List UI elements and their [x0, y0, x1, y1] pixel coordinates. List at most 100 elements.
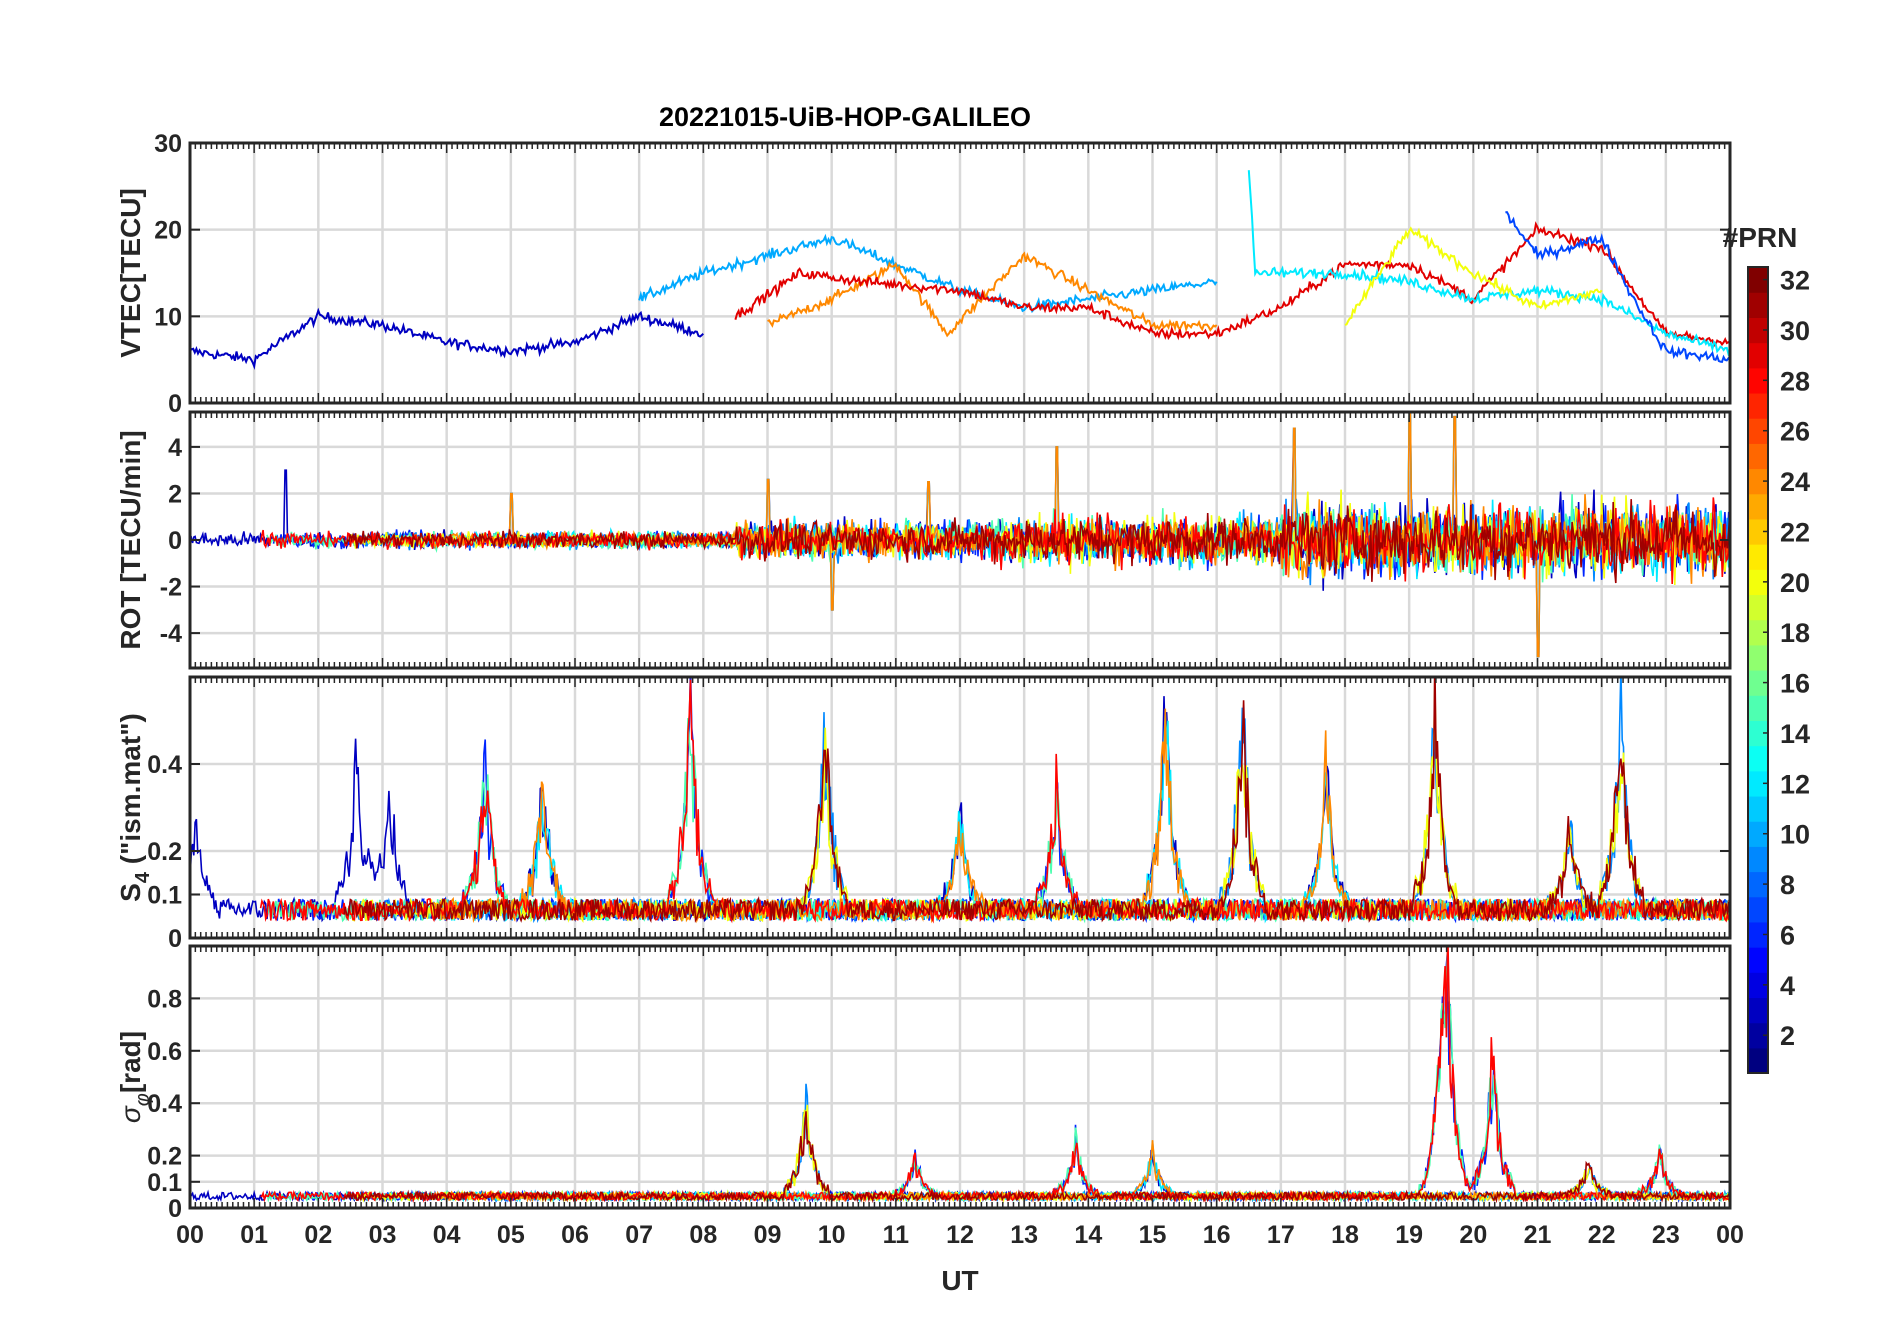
colorbar-segment	[1748, 367, 1768, 394]
y-tick-label: -4	[160, 620, 182, 648]
colorbar-tick-label: 26	[1780, 417, 1810, 447]
panel-3: 00.10.20.4S4 ("ism.mat")	[115, 675, 1732, 953]
colorbar-segment	[1748, 544, 1768, 570]
x-ticks	[189, 946, 1731, 1208]
colorbar-segment	[1748, 468, 1768, 495]
y-tick-label: 0.2	[147, 838, 182, 866]
vtec-series-prn-12	[1247, 170, 1730, 357]
y-tick-label: 0	[168, 925, 182, 953]
y-tick-label: 0	[168, 390, 182, 418]
colorbar-segment	[1748, 518, 1768, 545]
colorbar-segment	[1748, 392, 1768, 419]
colorbar-segment	[1748, 770, 1768, 797]
traces	[190, 412, 1730, 658]
colorbar-segment	[1748, 846, 1768, 873]
x-tick-label: 03	[369, 1221, 397, 1249]
series-prn-28	[259, 679, 1730, 924]
colorbar-segment	[1748, 493, 1768, 520]
colorbar-tick-label: 28	[1780, 366, 1810, 396]
colorbar-tick-label: 10	[1780, 820, 1810, 850]
colorbar-segment	[1748, 745, 1768, 772]
y-tick-label: 4	[168, 434, 182, 462]
colorbar-tick-label: 18	[1780, 618, 1810, 648]
grid	[190, 141, 1730, 405]
panel-2: -4 -2 0 2 4 ROT [TECU/min]	[115, 410, 1732, 670]
series-prn-31	[343, 1111, 1730, 1204]
colorbar-segment	[1748, 644, 1768, 671]
series-prn-15	[266, 946, 1730, 1204]
colorbar-segment	[1748, 695, 1768, 721]
colorbar-segment	[1748, 267, 1768, 293]
colorbar-segment	[1748, 720, 1768, 747]
colorbar-box	[1747, 266, 1769, 1074]
colorbar-segment	[1748, 342, 1768, 369]
x-tick-label: 13	[1010, 1221, 1038, 1249]
y-tick-label: 0.4	[147, 1090, 182, 1118]
colorbar-tick-label: 32	[1780, 266, 1810, 296]
colorbar-tick-label: 4	[1780, 971, 1795, 1001]
traces	[190, 946, 1730, 1204]
y-tick-label: 0.2	[147, 1143, 182, 1171]
series-prn-20	[349, 1104, 1730, 1203]
y-label-main: σ	[115, 1105, 146, 1123]
x-tick-label: 11	[883, 1221, 910, 1249]
x-tick-label: 00	[1716, 1221, 1744, 1249]
colorbar-segment	[1748, 871, 1768, 898]
x-tick-label: 08	[689, 1221, 717, 1249]
traces	[190, 170, 1730, 371]
x-tick-label: 07	[625, 1221, 653, 1249]
vtec-series-prn-7	[1505, 211, 1730, 364]
x-tick-label: 06	[561, 1221, 589, 1249]
y-tick-label: 0.1	[147, 1169, 182, 1197]
colorbar-tick-label: 2	[1780, 1021, 1795, 1051]
y-label-sub: 4	[132, 871, 154, 883]
y-label-rest: [rad]	[115, 1031, 146, 1093]
y-tick-label: 0	[168, 1195, 182, 1223]
figure-title: 20221015-UiB-HOP-GALILEO	[659, 102, 1031, 132]
x-tick-label: 19	[1395, 1221, 1423, 1249]
x-ticks	[189, 143, 1731, 403]
y-tick-label: 20	[154, 217, 182, 245]
x-tick-label: 12	[946, 1221, 974, 1249]
x-tick-label: 17	[1267, 1221, 1295, 1249]
colorbar-segment	[1748, 443, 1768, 470]
vtec-series-prn-24	[767, 251, 1218, 338]
colorbar-tick-label: 16	[1780, 669, 1810, 699]
colorbar-segment	[1748, 921, 1768, 948]
x-tick-label: 14	[1074, 1221, 1102, 1249]
x-tick-label: 05	[497, 1221, 525, 1249]
vtec-series-prn-29	[734, 221, 1730, 348]
series-prn-31	[343, 677, 1730, 924]
x-tick-label: 18	[1331, 1221, 1359, 1249]
x-tick-label: 15	[1139, 1221, 1167, 1249]
colorbar-segment	[1748, 821, 1768, 847]
x-tick-label: 04	[433, 1221, 461, 1249]
series-prn-6	[272, 948, 1730, 1204]
colorbar-tick-label: 6	[1780, 920, 1795, 950]
colorbar-segment	[1748, 619, 1768, 646]
vtec-series-prn-20	[1344, 226, 1603, 326]
series-prn-6	[272, 677, 1730, 924]
vtec-series-prn-3	[190, 307, 704, 371]
colorbar-segment	[1748, 670, 1768, 696]
series-prn-24	[433, 708, 1730, 924]
y-axis-label: VTEC[TECU]	[115, 188, 146, 358]
colorbar-tick-label: 30	[1780, 316, 1810, 346]
x-tick-label: 02	[304, 1221, 332, 1249]
y-tick-label: 0.1	[147, 882, 182, 910]
y-tick-label: 0.8	[147, 985, 182, 1013]
x-tick-label: 22	[1588, 1221, 1616, 1249]
x-tick-label: 20	[1459, 1221, 1487, 1249]
colorbar-segment	[1748, 997, 1768, 1024]
panel-1: 0 10 20 30 VTEC[TECU]	[115, 130, 1732, 418]
y-axis-label: ROT [TECU/min]	[115, 430, 146, 649]
colorbar-segment	[1748, 795, 1768, 822]
colorbar-tick-label: 24	[1780, 467, 1810, 497]
x-tick-label: 16	[1203, 1221, 1231, 1249]
x-tick-label: 09	[754, 1221, 782, 1249]
colorbar-tick-label: 20	[1780, 568, 1810, 598]
series-prn-28	[260, 946, 1730, 1203]
